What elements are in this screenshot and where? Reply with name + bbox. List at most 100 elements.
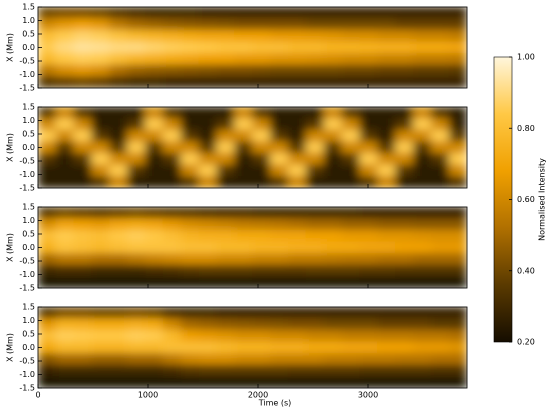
heatmap-cell <box>234 252 253 266</box>
heatmap-cell <box>252 6 271 19</box>
heatmap-cell <box>55 52 75 66</box>
heatmap-cell <box>359 341 378 354</box>
heatmap-cell <box>144 306 164 319</box>
heatmap-cell <box>234 41 253 54</box>
heatmap-cell <box>359 141 378 154</box>
heatmap-cell <box>234 152 253 166</box>
heatmap-cell <box>180 41 200 54</box>
heatmap-cell <box>377 141 396 154</box>
heatmap-cell <box>55 18 75 31</box>
heatmap-cell <box>323 341 343 354</box>
y-axis-label: X (Mm) <box>6 233 15 262</box>
heatmap-cell <box>37 241 57 254</box>
heatmap-cell <box>234 164 253 177</box>
y-tick-label: -0.5 <box>19 157 35 166</box>
heatmap-cell <box>73 164 92 177</box>
heatmap-cell <box>37 64 57 77</box>
y-tick-label: 0.5 <box>22 330 35 339</box>
heatmap-cell <box>162 252 182 266</box>
heatmap-cell <box>73 64 92 77</box>
y-axis-label: X (Mm) <box>6 33 15 62</box>
heatmap-cell <box>37 106 57 119</box>
heatmap-cell <box>144 218 164 231</box>
heatmap-cell <box>413 41 432 54</box>
heatmap-cell <box>377 106 396 119</box>
heatmap-cell <box>234 229 253 243</box>
heatmap-cell <box>323 176 343 189</box>
heatmap-cell <box>305 52 325 66</box>
heatmap-cell <box>180 352 200 366</box>
heatmap-cell <box>198 106 218 119</box>
heatmap-cell <box>341 364 361 377</box>
heatmap-cell <box>216 218 235 231</box>
heatmap-cell <box>91 76 110 89</box>
heatmap-cell <box>37 341 57 354</box>
heatmap-cell <box>234 306 253 319</box>
heatmap-cell <box>234 341 253 354</box>
heatmap-cell <box>162 152 182 166</box>
heatmap-cell <box>395 318 414 331</box>
heatmap-cell <box>162 306 182 319</box>
heatmap-cell <box>127 18 146 31</box>
heatmap-cell <box>198 376 218 389</box>
heatmap-cell <box>341 306 361 319</box>
heatmap-cell <box>341 229 361 243</box>
heatmap-cell <box>323 306 343 319</box>
heatmap-cell <box>395 206 414 219</box>
heatmap-cell <box>127 76 146 89</box>
heatmap-cell <box>55 6 75 19</box>
heatmap-cell <box>55 318 75 331</box>
heatmap-cell <box>395 29 414 43</box>
heatmap-cell <box>91 152 110 166</box>
y-axis-label: X (Mm) <box>6 133 15 162</box>
heatmap-cell <box>448 52 468 66</box>
heatmap-cell <box>270 364 289 377</box>
heatmap-cell <box>127 129 146 143</box>
heatmap-cell <box>37 52 57 66</box>
heatmap-cell <box>430 6 450 19</box>
heatmap-cell <box>323 129 343 143</box>
heatmap-cell <box>73 252 92 266</box>
heatmap-cell <box>252 76 271 89</box>
heatmap-cell <box>413 152 432 166</box>
heatmap-cell <box>73 129 92 143</box>
heatmap-cell <box>144 352 164 366</box>
heatmap-cell <box>341 29 361 43</box>
heatmap-cell <box>127 152 146 166</box>
heatmap-cell <box>37 6 57 19</box>
heatmap-cell <box>234 141 253 154</box>
heatmap-cell <box>234 218 253 231</box>
heatmap-cell <box>377 6 396 19</box>
heatmap-cell <box>270 152 289 166</box>
heatmap-cell <box>413 52 432 66</box>
heatmap-cell <box>323 264 343 277</box>
heatmap-cell <box>109 76 128 89</box>
heatmap-cell <box>109 118 128 131</box>
heatmap-cell <box>37 329 57 343</box>
heatmap-cell <box>448 18 468 31</box>
heatmap-cell <box>305 241 325 254</box>
heatmap-cell <box>252 64 271 77</box>
heatmap-cell <box>270 206 289 219</box>
heatmap-cell <box>395 364 414 377</box>
heatmap-cell <box>37 306 57 319</box>
colorbar-tick-label: 0.20 <box>517 338 535 347</box>
heatmap-cell <box>234 118 253 131</box>
heatmap-cell <box>323 106 343 119</box>
heatmap-cell <box>198 364 218 377</box>
heatmap-cell <box>37 318 57 331</box>
heatmap-cell <box>377 252 396 266</box>
heatmap-cell <box>37 252 57 266</box>
heatmap-cell <box>109 229 128 243</box>
heatmap-cell <box>91 41 110 54</box>
heatmap-cell <box>323 164 343 177</box>
heatmap-cell <box>37 276 57 289</box>
heatmap-cell <box>448 76 468 89</box>
heatmap-cell <box>144 252 164 266</box>
heatmap-cell <box>91 241 110 254</box>
heatmap-cell <box>73 364 92 377</box>
heatmap-cell <box>73 106 92 119</box>
heatmap-cell <box>270 176 289 189</box>
heatmap-cell <box>448 341 468 354</box>
